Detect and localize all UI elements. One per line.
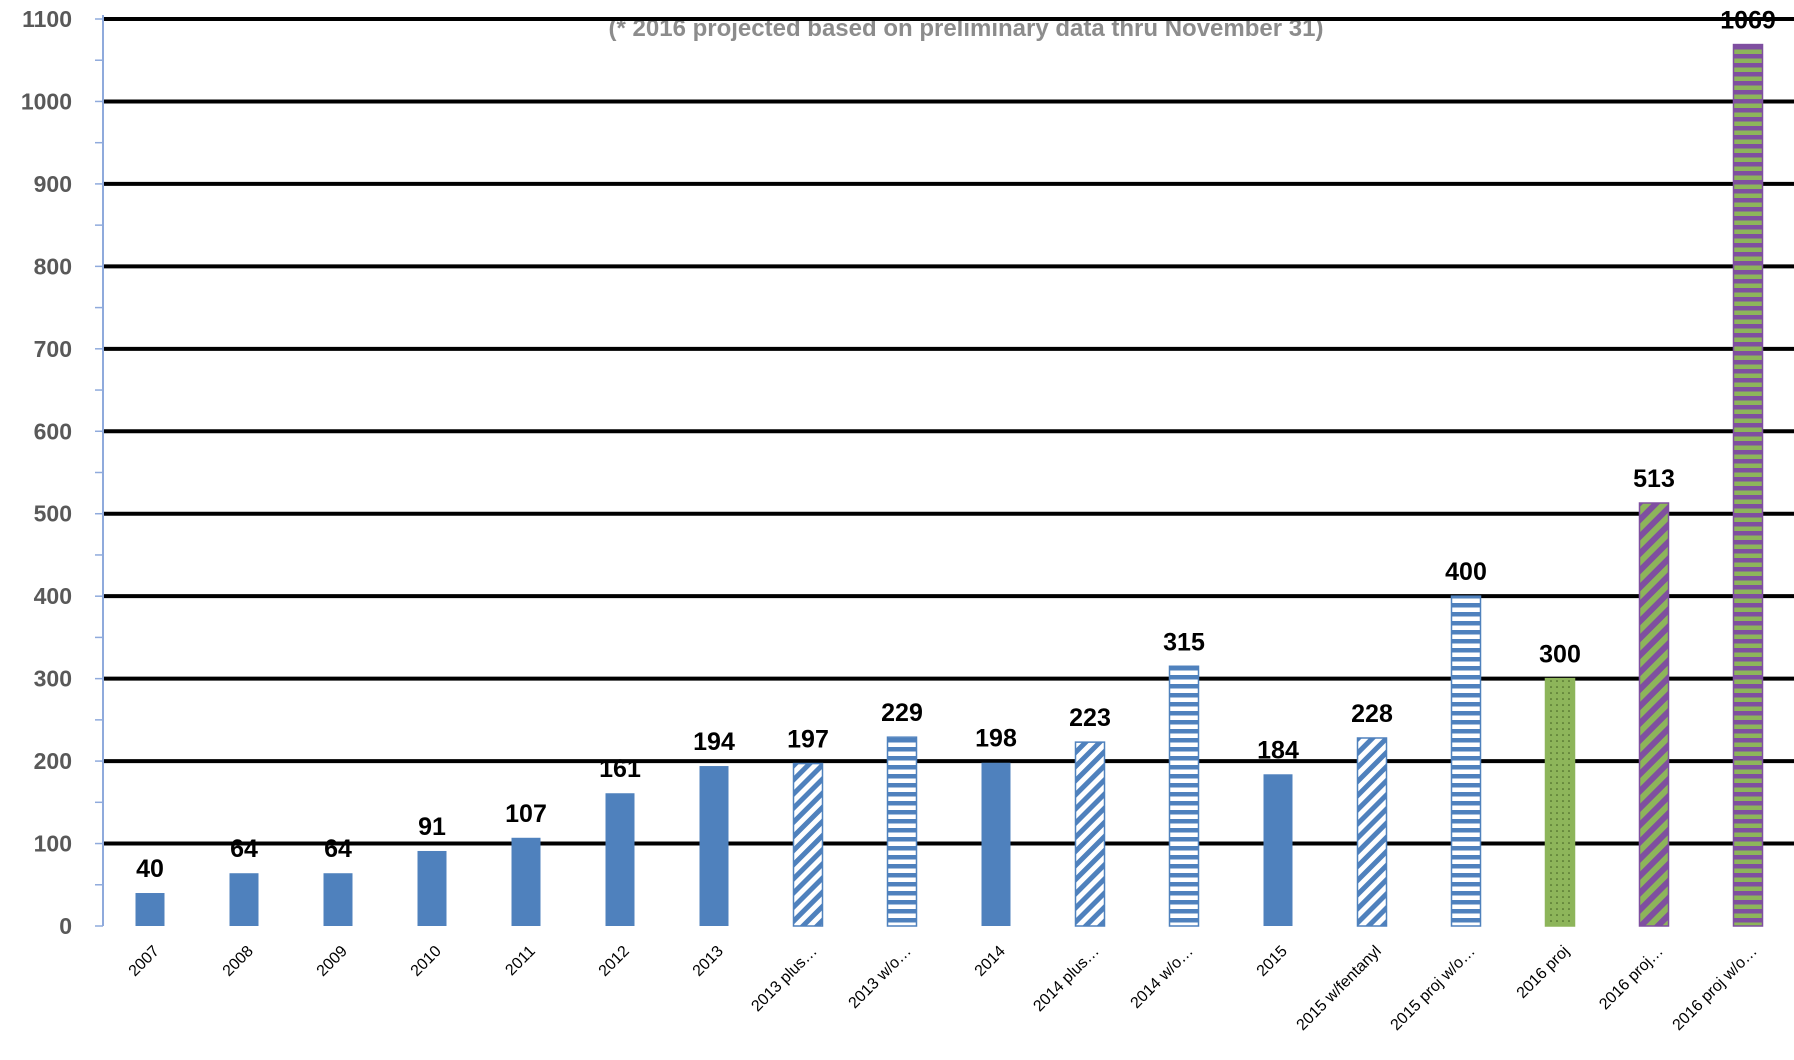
data-label-2015 proj w/o…: 400 [1445,558,1487,586]
bar-2015 w/fentanyl [1358,738,1387,926]
x-tick-label-2015: 2015 [1254,943,1291,980]
bar-2008 [230,873,259,926]
y-tick-label-1000: 1000 [21,88,72,114]
bar-2013 w/o… [888,737,917,926]
data-label-2013 plus…: 197 [787,726,829,754]
x-tick-label-2016 proj…: 2016 proj… [1596,943,1667,1014]
data-label-2008: 64 [230,835,258,863]
x-tick-label-2015 w/fentanyl: 2015 w/fentanyl [1294,943,1385,1034]
x-tick-label-2007: 2007 [126,943,163,980]
data-label-2009: 64 [324,835,352,863]
x-tick-label-2011: 2011 [502,943,538,979]
data-label-2011: 107 [505,800,547,828]
data-label-2013: 194 [693,728,735,756]
bar-2015 proj w/o… [1452,596,1481,926]
x-tick-label-2013 plus…: 2013 plus… [748,943,820,1015]
x-tick-label-2012: 2012 [596,943,633,980]
data-label-2012: 161 [599,755,641,783]
gridlines [103,19,1794,844]
x-tick-label-2009: 2009 [314,943,351,980]
data-label-2014 w/o…: 315 [1163,628,1205,656]
y-tick-label-0: 0 [59,913,72,939]
bar-2007 [136,893,165,926]
y-tick-label-100: 100 [34,831,72,857]
bar-2010 [418,851,447,926]
bar-2014 [982,763,1011,926]
x-tick-label-2016 proj w/o…: 2016 proj w/o… [1670,943,1761,1034]
bars [136,45,1763,926]
bar-2012 [606,793,635,926]
y-tick-label-300: 300 [34,666,72,692]
x-tick-label-2013: 2013 [690,943,727,980]
data-label-2007: 40 [136,855,164,883]
data-label-2010: 91 [418,813,446,841]
x-tick-label-2014 w/o…: 2014 w/o… [1128,943,1197,1012]
data-label-2015: 184 [1257,736,1299,764]
bar-2016 proj w/o… [1734,45,1763,926]
bar-2016 proj [1546,679,1575,926]
data-label-2016 proj…: 513 [1633,465,1675,493]
bar-2013 [700,766,729,926]
bar-2014 plus… [1076,742,1105,926]
data-labels: 40 64 64 91 107 161 194 197 229 198 223 315 184 228 40… [136,7,1776,883]
x-tick-label-2014 plus…: 2014 plus… [1030,943,1102,1015]
bar-2013 plus… [794,764,823,926]
bar-2015 [1264,774,1293,926]
data-label-2016 proj: 300 [1539,641,1581,669]
x-tick-label-2013 w/o…: 2013 w/o… [846,943,915,1012]
bar-2009 [324,873,353,926]
y-tick-label-700: 700 [34,336,72,362]
y-tick-label-1100: 1100 [22,6,72,32]
x-tick-label-2008: 2008 [220,943,257,980]
y-tick-label-900: 900 [34,171,72,197]
y-axis: 0 100 200 300 400 500 600 700 800 900 1000 1100 [21,6,103,939]
y-tick-label-500: 500 [34,501,72,527]
data-label-2014 plus…: 223 [1069,704,1111,732]
data-label-2016 proj w/o…: 1069 [1720,7,1776,35]
y-tick-label-200: 200 [34,748,72,774]
bar-2011 [512,838,541,926]
x-tick-label-2010: 2010 [408,943,445,980]
x-tick-label-2016 proj: 2016 proj [1514,943,1573,1002]
x-axis-tick-labels: 2007 2008 2009 2010 2011 2012 2013 2013 plus… 20… [126,943,1761,1034]
data-label-2013 w/o…: 229 [881,699,923,727]
bar-2016 proj… [1640,503,1669,926]
x-tick-label-2015 proj w/o…: 2015 proj w/o… [1388,943,1479,1034]
data-label-2015 w/fentanyl: 228 [1351,700,1393,728]
y-tick-label-800: 800 [34,253,72,279]
y-tick-label-400: 400 [34,583,72,609]
x-tick-label-2014: 2014 [972,943,1009,980]
data-label-2014: 198 [975,725,1017,753]
y-tick-label-600: 600 [34,418,72,444]
bar-2014 w/o… [1170,666,1199,926]
